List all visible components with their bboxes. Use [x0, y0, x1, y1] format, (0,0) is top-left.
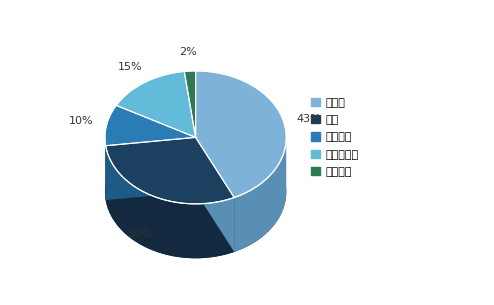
Polygon shape — [106, 146, 234, 258]
Polygon shape — [106, 137, 234, 204]
Polygon shape — [105, 138, 106, 200]
Polygon shape — [196, 137, 234, 252]
Polygon shape — [184, 71, 196, 137]
Text: 30%: 30% — [127, 229, 152, 239]
Polygon shape — [116, 71, 196, 137]
Ellipse shape — [105, 125, 287, 258]
Polygon shape — [106, 137, 196, 200]
Text: 43%: 43% — [296, 114, 321, 124]
Polygon shape — [105, 105, 196, 146]
Polygon shape — [196, 71, 287, 198]
Text: 2%: 2% — [179, 48, 197, 57]
Text: 10%: 10% — [69, 117, 94, 127]
Legend: 氧化铝, 电力, 预焙阳极, 财务及人工, 其他辅料: 氧化铝, 电力, 预焙阳极, 财务及人工, 其他辅料 — [307, 93, 364, 181]
Text: 15%: 15% — [118, 62, 143, 72]
Polygon shape — [234, 139, 286, 252]
Polygon shape — [106, 137, 196, 200]
Polygon shape — [196, 137, 234, 252]
